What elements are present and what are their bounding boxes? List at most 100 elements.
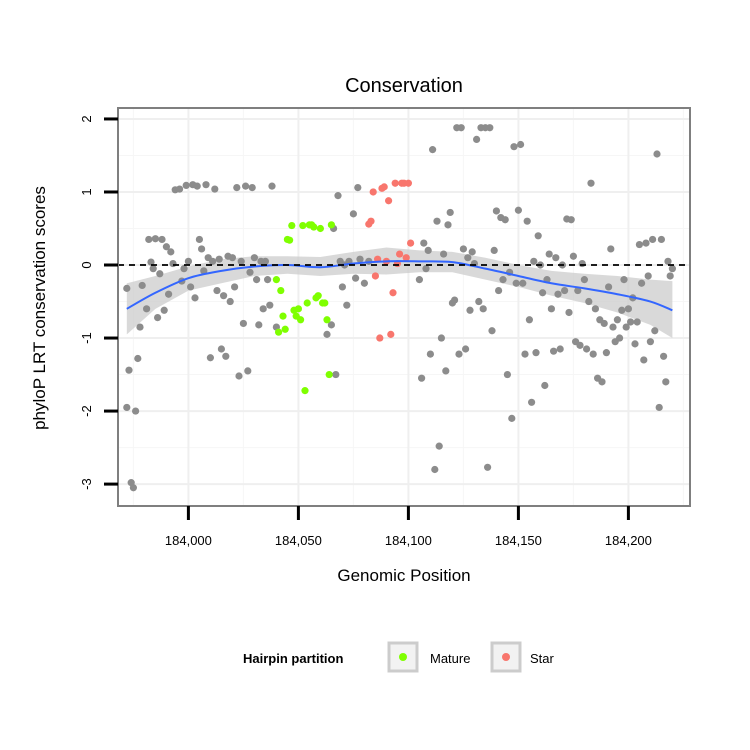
- point-other: [607, 245, 615, 253]
- point-other: [125, 366, 133, 374]
- y-tick-label: -3: [79, 478, 94, 490]
- point-mature: [316, 224, 324, 233]
- series-mature: [272, 221, 335, 395]
- y-tick-label: 2: [79, 115, 94, 122]
- point-other: [440, 250, 448, 258]
- point-other: [444, 221, 452, 229]
- point-mature: [301, 387, 309, 395]
- point-other: [528, 398, 536, 406]
- point-other: [338, 283, 346, 291]
- y-axis: -3 -2 -1 0 1 2: [79, 115, 118, 490]
- point-other: [246, 268, 254, 276]
- x-tick-label: 184,050: [275, 533, 322, 548]
- point-other: [561, 286, 569, 295]
- point-other: [193, 182, 201, 190]
- y-tick-label: -2: [79, 405, 94, 417]
- point-other: [514, 206, 523, 214]
- x-tick-label: 184,150: [495, 533, 542, 548]
- point-other: [459, 245, 467, 253]
- point-star: [389, 289, 397, 297]
- point-other: [651, 327, 659, 335]
- point-other: [479, 305, 487, 313]
- point-other: [138, 281, 146, 290]
- point-other: [435, 442, 443, 450]
- point-other: [156, 270, 164, 278]
- point-other: [442, 367, 450, 375]
- point-other: [554, 290, 562, 298]
- point-other: [352, 274, 360, 282]
- point-mature: [303, 299, 311, 307]
- point-other: [664, 257, 672, 265]
- point-other: [662, 378, 670, 386]
- series-star: [365, 179, 415, 342]
- point-other: [633, 318, 641, 326]
- point-other: [264, 276, 272, 284]
- point-other: [200, 267, 208, 275]
- y-tick-label: 1: [79, 188, 94, 195]
- point-other: [158, 235, 166, 244]
- point-other: [613, 316, 622, 324]
- point-other: [495, 286, 503, 295]
- point-other: [217, 345, 225, 353]
- point-other: [475, 297, 483, 306]
- point-other: [668, 265, 677, 273]
- point-other: [598, 378, 606, 386]
- point-other: [631, 340, 639, 348]
- point-mature: [288, 221, 296, 230]
- point-other: [655, 403, 663, 412]
- point-star: [396, 250, 404, 258]
- point-other: [429, 146, 437, 154]
- point-other: [644, 272, 652, 280]
- point-other: [418, 374, 426, 382]
- point-other: [512, 279, 520, 287]
- point-mature: [299, 221, 307, 230]
- legend-label-star: Star: [530, 651, 555, 666]
- point-other: [488, 327, 496, 335]
- point-other: [136, 323, 144, 331]
- point-other: [556, 345, 564, 353]
- point-other: [354, 184, 362, 192]
- point-other: [660, 352, 668, 360]
- point-other: [525, 316, 534, 324]
- point-mature: [314, 292, 322, 300]
- point-other: [510, 143, 518, 151]
- point-other: [420, 239, 428, 247]
- point-other: [415, 276, 423, 284]
- point-mature: [327, 221, 335, 229]
- point-star: [371, 272, 379, 280]
- point-other: [165, 290, 173, 298]
- point-star: [404, 179, 412, 187]
- point-other: [576, 341, 584, 349]
- point-other: [198, 245, 206, 253]
- point-other: [123, 403, 131, 412]
- point-mature: [297, 316, 305, 324]
- point-other: [268, 182, 276, 190]
- legend-label-mature: Mature: [430, 651, 470, 666]
- point-other: [147, 258, 155, 266]
- point-other: [574, 286, 582, 295]
- point-other: [490, 246, 498, 255]
- point-other: [657, 235, 666, 244]
- point-mature: [277, 286, 285, 295]
- point-mature: [286, 236, 294, 244]
- point-other: [209, 257, 217, 265]
- point-other: [622, 323, 630, 331]
- point-other: [187, 283, 195, 291]
- point-other: [591, 305, 600, 313]
- point-other: [451, 296, 459, 304]
- point-mature: [294, 305, 302, 313]
- point-other: [523, 217, 531, 225]
- point-other: [162, 243, 170, 251]
- point-other: [149, 265, 157, 273]
- y-axis-title: phyloP LRT conservation scores: [30, 186, 49, 430]
- point-other: [583, 345, 591, 353]
- x-axis: 184,000 184,050 184,100 184,150 184,200: [165, 506, 652, 548]
- point-other: [235, 372, 243, 380]
- point-other: [532, 349, 540, 357]
- point-other: [323, 330, 331, 338]
- point-other: [206, 354, 214, 362]
- point-other: [169, 259, 177, 268]
- point-mature: [281, 325, 289, 333]
- point-other: [134, 354, 142, 363]
